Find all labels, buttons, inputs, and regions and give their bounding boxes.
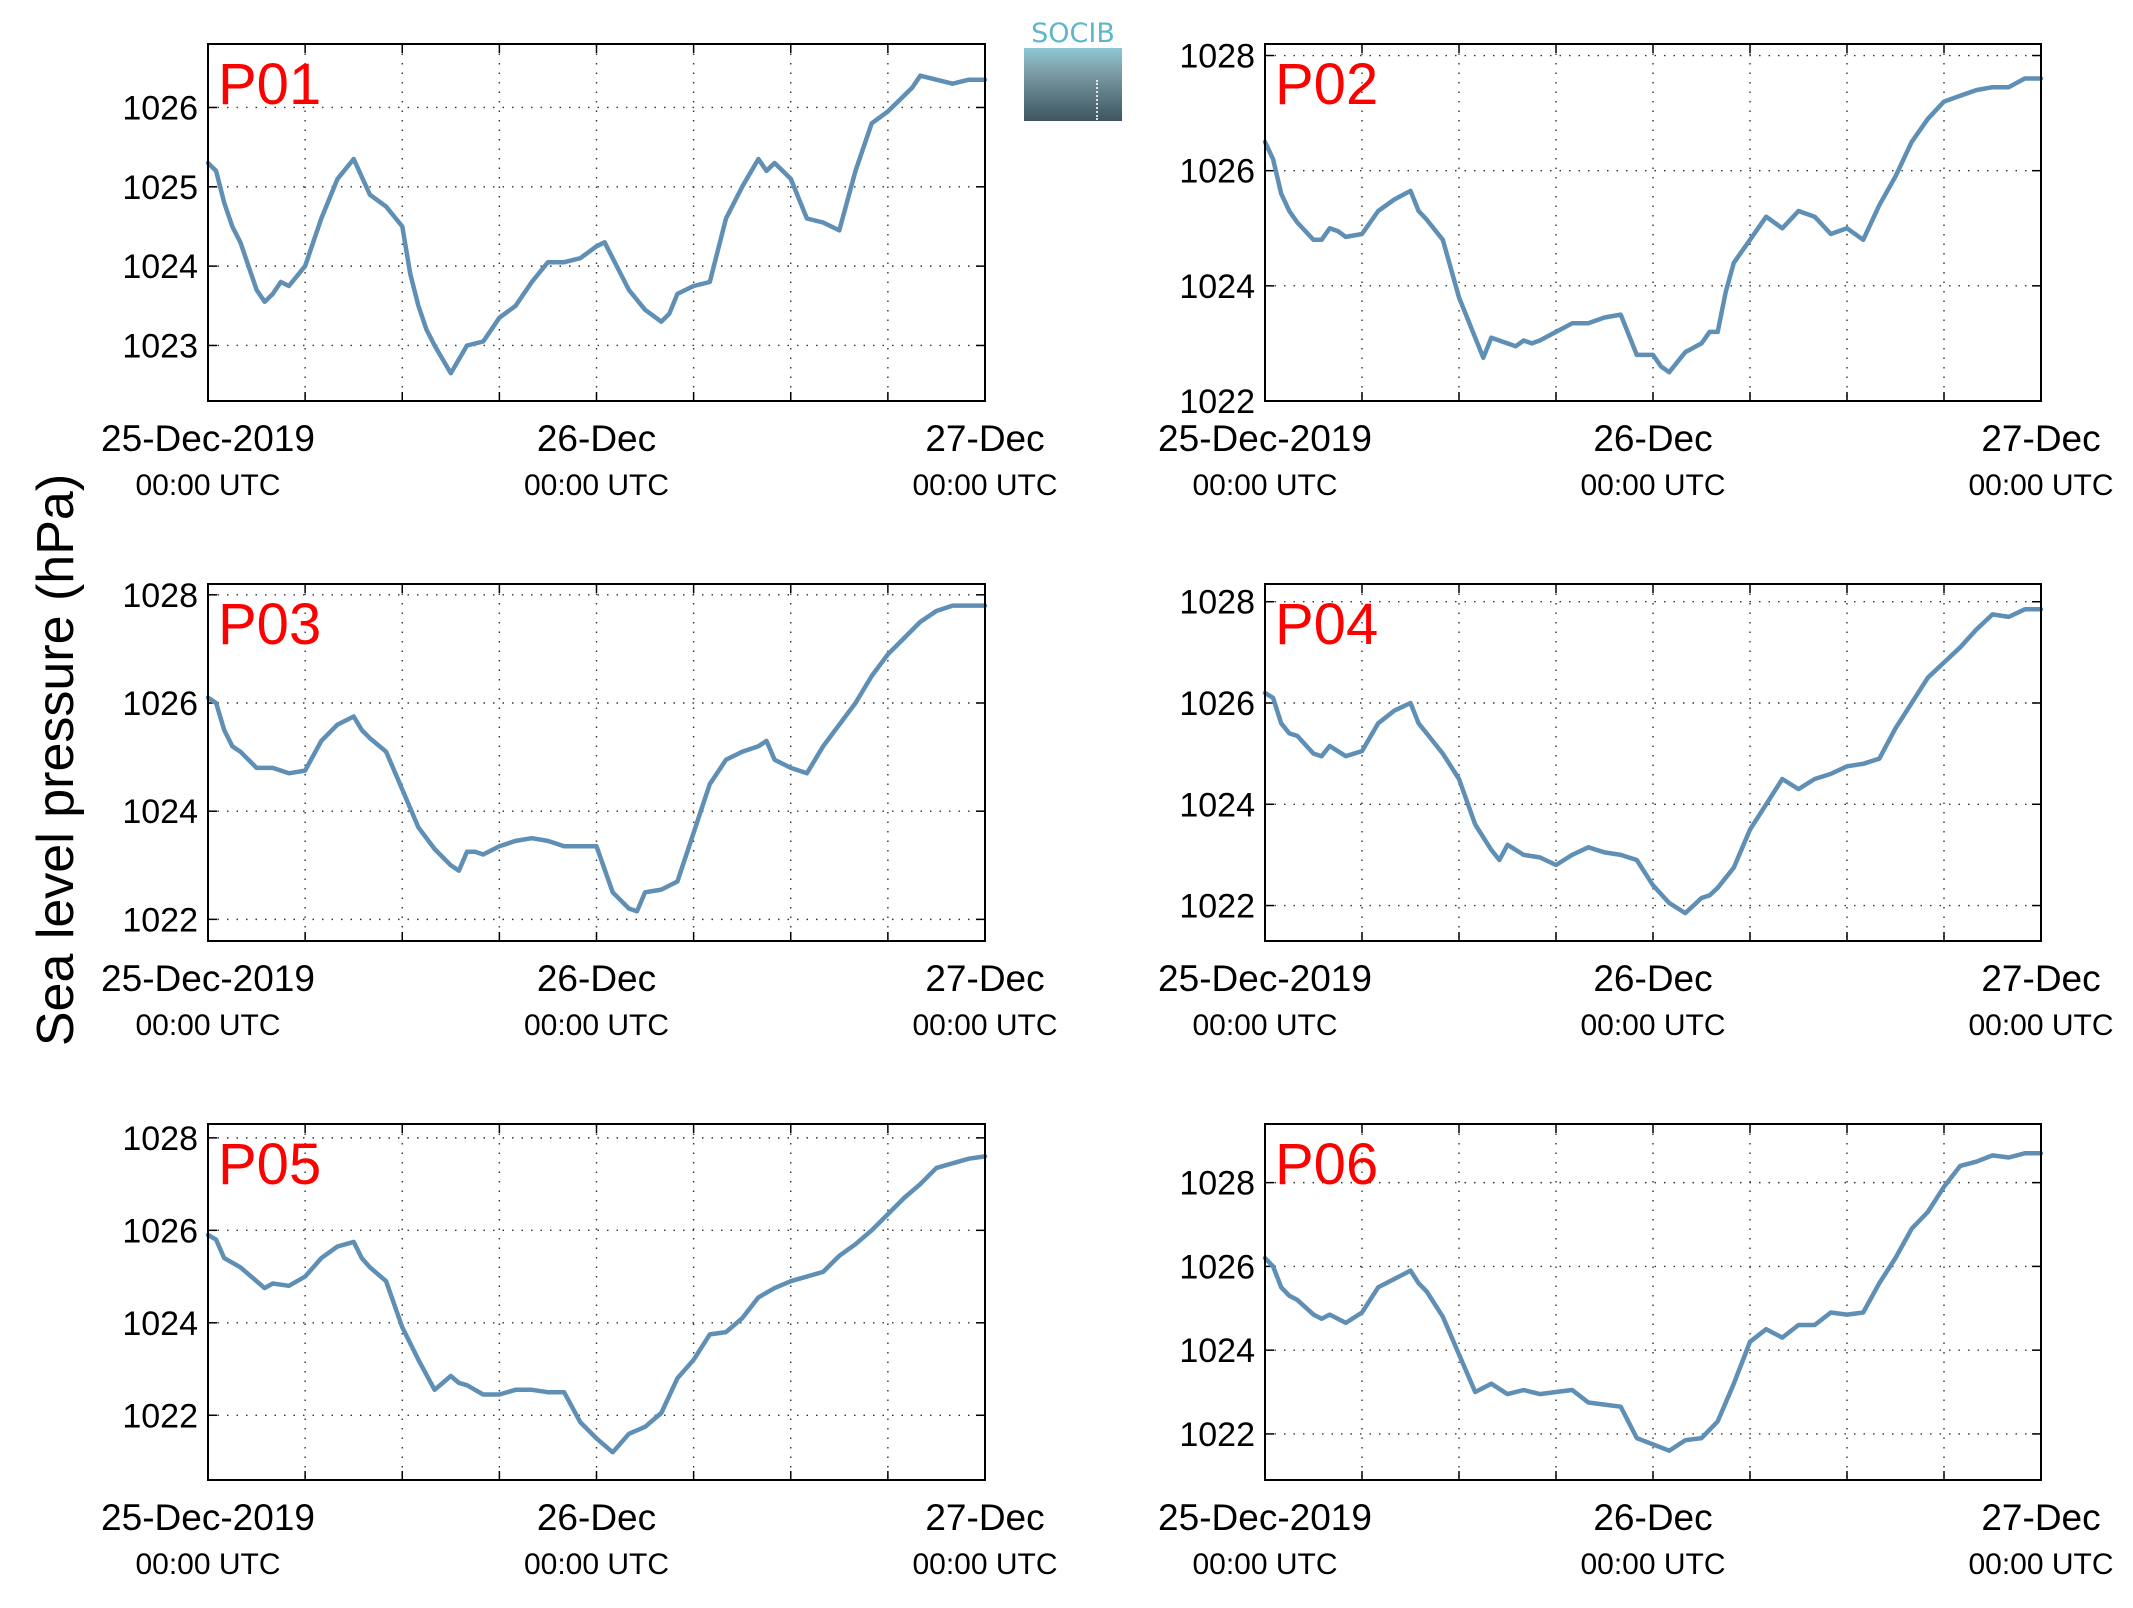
x-tick-label-date: 26-Dec	[1593, 958, 1712, 999]
x-tick-label-date: 27-Dec	[925, 418, 1044, 459]
panel-label: P02	[1275, 52, 1378, 117]
series-line	[1262, 1151, 2044, 1453]
y-tick-label: 1024	[122, 248, 198, 286]
y-tick-label: 1022	[122, 1397, 198, 1435]
x-tick-label-time: 00:00 UTC	[1968, 1009, 2113, 1042]
panel-label: P01	[218, 52, 321, 117]
x-tick-label-date: 25-Dec-2019	[1158, 418, 1372, 459]
y-tick-label: 1024	[122, 793, 198, 831]
x-tick-label-time: 00:00 UTC	[1192, 1548, 1337, 1581]
x-tick-label-time: 00:00 UTC	[1968, 469, 2113, 502]
y-tick-label: 1026	[1179, 1248, 1255, 1286]
panel-p02: 1022 1024 1026 1028 P02 25-Dec-2019 00:00 UTC 2…	[1158, 38, 2113, 502]
panel-label: P04	[1275, 592, 1378, 657]
x-tick-label-time: 00:00 UTC	[1968, 1548, 2113, 1581]
axes-frame	[207, 583, 986, 942]
x-tick-label-date: 27-Dec	[1981, 958, 2100, 999]
axes-frame	[207, 1123, 986, 1481]
y-tick-label: 1022	[1179, 383, 1255, 421]
y-tick-label: 1026	[122, 1212, 198, 1250]
x-tick-label-date: 26-Dec	[1593, 1497, 1712, 1538]
axes-frame	[1264, 43, 2042, 402]
y-tick-label: 1022	[1179, 1416, 1255, 1454]
x-tick-label-time: 00:00 UTC	[1580, 1009, 1725, 1042]
x-tick-label-time: 00:00 UTC	[1580, 1548, 1725, 1581]
panel-p04: 1022 1024 1026 1028 P04 25-Dec-2019 00:00 UTC 2…	[1158, 583, 2114, 1042]
x-tick-label-date: 27-Dec	[1981, 418, 2100, 459]
y-tick-label: 1024	[1179, 1332, 1255, 1370]
y-tick-label: 1026	[1179, 685, 1255, 723]
y-tick-label: 1026	[122, 685, 198, 723]
socib-logo-text: SOCIB	[1031, 18, 1115, 49]
series-line	[1262, 607, 2044, 916]
panel-p01: 1023 1024 1025 1026 P01 25-Dec-2019 00:00 UTC 2…	[101, 43, 1058, 502]
y-tick-label: 1022	[122, 901, 198, 939]
y-tick-label: 1028	[122, 1120, 198, 1158]
x-tick-label-date: 25-Dec-2019	[1158, 958, 1372, 999]
y-tick-label: 1028	[1179, 584, 1255, 622]
y-tick-label: 1024	[1179, 268, 1255, 306]
y-tick-label: 1024	[122, 1305, 198, 1343]
x-tick-label-date: 27-Dec	[925, 1497, 1044, 1538]
x-tick-label-date: 25-Dec-2019	[101, 418, 315, 459]
x-tick-label-time: 00:00 UTC	[912, 1548, 1057, 1581]
x-tick-label-time: 00:00 UTC	[1192, 1009, 1337, 1042]
y-tick-label: 1023	[122, 327, 198, 365]
x-tick-label-time: 00:00 UTC	[1192, 469, 1337, 502]
y-tick-label: 1028	[1179, 38, 1255, 76]
x-tick-label-time: 00:00 UTC	[524, 1009, 669, 1042]
socib-logo-box	[1024, 48, 1122, 121]
x-tick-label-time: 00:00 UTC	[135, 1009, 280, 1042]
x-tick-label-time: 00:00 UTC	[524, 1548, 669, 1581]
y-tick-label: 1022	[1179, 888, 1255, 926]
axes-frame	[1264, 583, 2042, 942]
y-axis-label: Sea level pressure (hPa)	[27, 473, 85, 1047]
panel-label: P03	[218, 592, 321, 657]
y-tick-label: 1025	[122, 169, 198, 207]
x-tick-label-date: 25-Dec-2019	[101, 1497, 315, 1538]
x-tick-label-date: 26-Dec	[537, 1497, 656, 1538]
x-tick-label-time: 00:00 UTC	[912, 1009, 1057, 1042]
y-tick-label: 1028	[1179, 1165, 1255, 1203]
x-tick-label-time: 00:00 UTC	[912, 469, 1057, 502]
y-tick-label: 1026	[122, 89, 198, 127]
socib-logo: SOCIB	[1024, 18, 1122, 121]
y-tick-label: 1028	[122, 577, 198, 615]
x-tick-label-date: 27-Dec	[1981, 1497, 2100, 1538]
x-tick-label-time: 00:00 UTC	[524, 469, 669, 502]
x-tick-label-date: 26-Dec	[537, 418, 656, 459]
x-tick-label-date: 25-Dec-2019	[101, 958, 315, 999]
series-line	[1262, 76, 2044, 375]
axes-frame	[207, 43, 986, 402]
series-line	[205, 603, 988, 914]
series-line	[205, 1154, 988, 1455]
x-tick-label-date: 26-Dec	[537, 958, 656, 999]
panel-label: P05	[218, 1132, 321, 1197]
panel-label: P06	[1275, 1132, 1378, 1197]
series-line	[205, 73, 988, 376]
y-tick-label: 1024	[1179, 786, 1255, 824]
panel-p06: 1022 1024 1026 1028 P06 25-Dec-2019 00:00 UTC 2…	[1158, 1123, 2114, 1581]
x-tick-label-date: 27-Dec	[925, 958, 1044, 999]
axes-frame	[1264, 1123, 2042, 1481]
x-tick-label-time: 00:00 UTC	[135, 469, 280, 502]
panel-p05: 1022 1024 1026 1028 P05 25-Dec-2019 00:00 UTC 2…	[101, 1120, 1057, 1581]
x-tick-label-time: 00:00 UTC	[135, 1548, 280, 1581]
y-tick-label: 1026	[1179, 153, 1255, 191]
x-tick-label-date: 25-Dec-2019	[1158, 1497, 1372, 1538]
panel-p03: 1022 1024 1026 1028 P03 25-Dec-2019 00:00 UTC 2…	[101, 577, 1057, 1042]
x-tick-label-time: 00:00 UTC	[1580, 469, 1725, 502]
x-tick-label-date: 26-Dec	[1593, 418, 1712, 459]
